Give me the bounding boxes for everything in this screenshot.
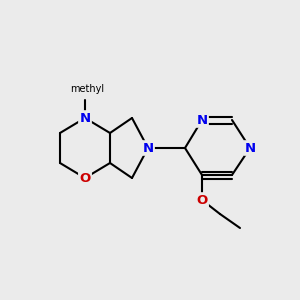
Text: N: N xyxy=(80,112,91,124)
Text: methyl: methyl xyxy=(70,84,104,94)
Text: N: N xyxy=(142,142,154,154)
Text: N: N xyxy=(196,113,208,127)
Text: N: N xyxy=(244,142,256,154)
Text: O: O xyxy=(196,194,208,206)
Text: O: O xyxy=(80,172,91,184)
